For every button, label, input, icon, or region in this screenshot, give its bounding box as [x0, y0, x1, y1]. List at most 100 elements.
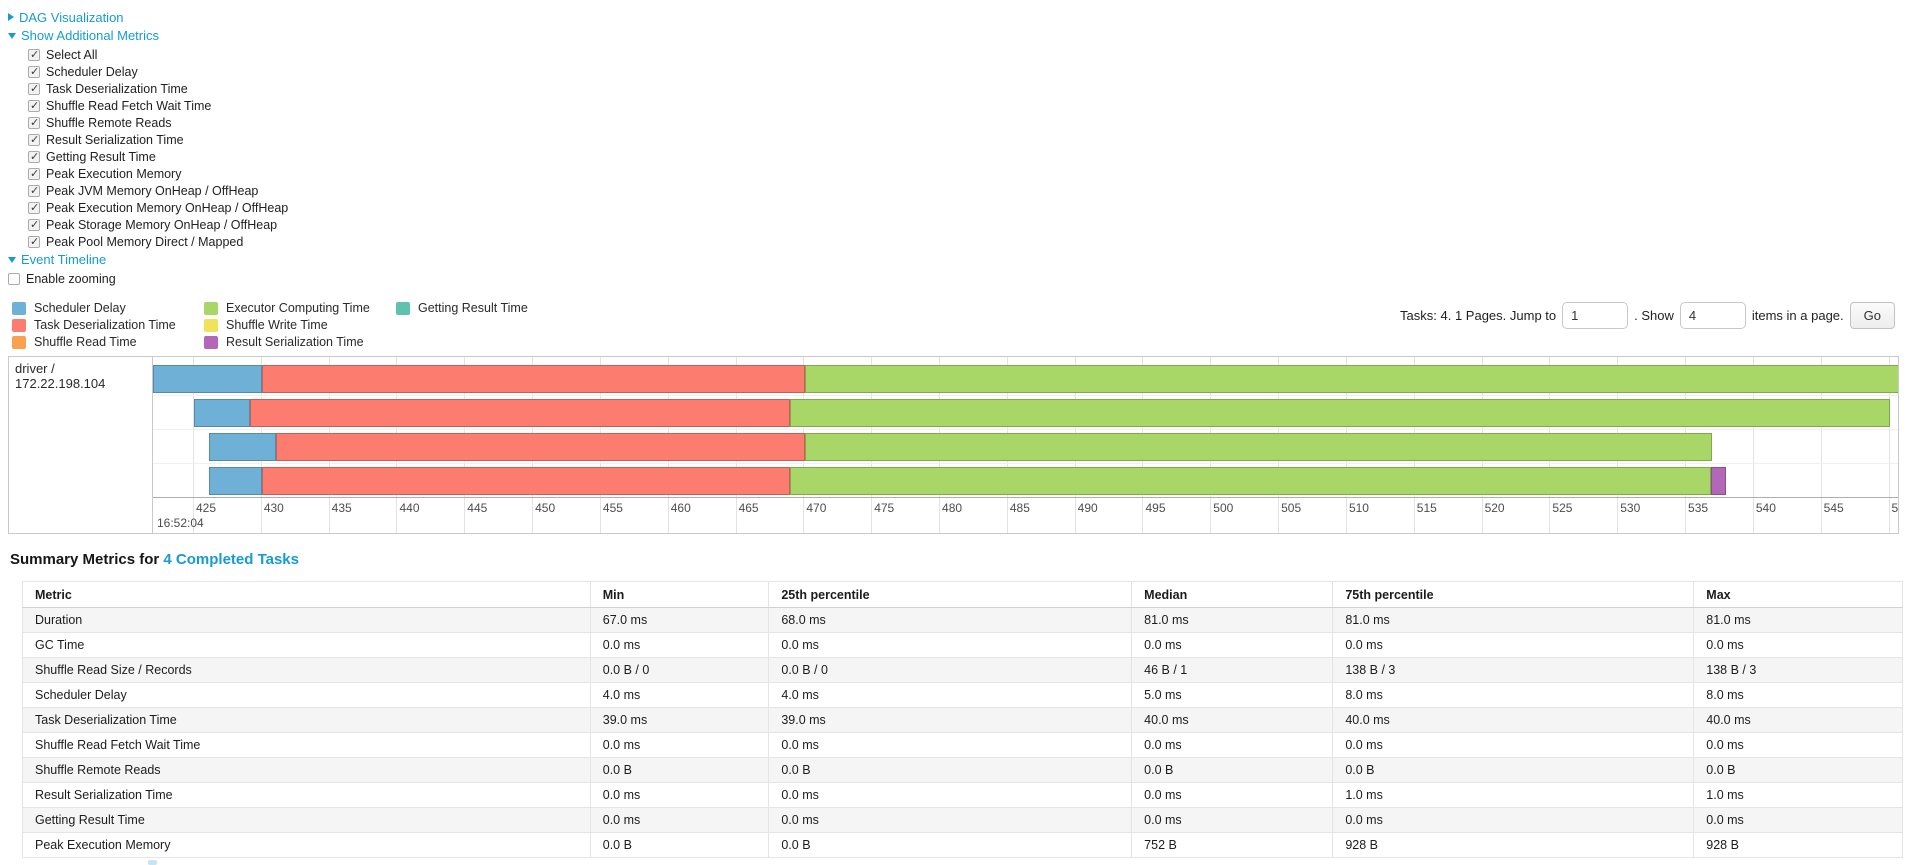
metric-value-cell: 5.0 ms	[1131, 682, 1334, 708]
metric-value-cell: 0.0 ms	[768, 807, 1133, 833]
metric-value-cell: 1.0 ms	[1332, 782, 1695, 808]
metric-name-cell: Peak Execution Memory	[22, 832, 591, 858]
go-button[interactable]: Go	[1849, 302, 1895, 329]
legend-and-pagination-row: Scheduler Delay Task Deserialization Time…	[12, 300, 1899, 350]
table-row: Task Deserialization Time 39.0 ms 39.0 ms 4…	[22, 707, 1903, 733]
metric-checkbox-label: Getting Result Time	[46, 149, 156, 164]
table-header-row: Metric Min 25th percentile Median 75th perce…	[22, 581, 1903, 608]
checkbox-icon[interactable]	[28, 235, 40, 248]
table-row: GC Time 0.0 ms 0.0 ms 0.0 ms 0.0 ms 0.0 ms	[22, 632, 1903, 658]
checkbox-icon[interactable]	[28, 184, 40, 197]
metric-checkbox-label: Peak Execution Memory	[46, 166, 182, 181]
completed-tasks-link[interactable]: 4 Completed Tasks	[163, 551, 299, 568]
event-timeline-link[interactable]: Event Timeline	[21, 251, 107, 267]
metric-value-cell: 0.0 B	[589, 832, 770, 858]
metric-name-cell: Shuffle Remote Reads	[22, 757, 591, 783]
metric-checkbox-item[interactable]: Peak Pool Memory Direct / Mapped	[28, 233, 1899, 250]
task-segment-task_deserialization[interactable]	[262, 365, 805, 393]
x-axis-tick: 535	[1688, 501, 1709, 515]
x-axis-tick: 525	[1552, 501, 1573, 515]
timeline-plot-area: 425 430 435 440 445 450 455 460 465 470 475 480 485 4…	[9, 357, 1898, 533]
task-segment-task_deserialization[interactable]	[249, 399, 790, 427]
metric-checkbox-item[interactable]: Peak Execution Memory OnHeap / OffHeap	[28, 199, 1899, 216]
x-axis-tick: 435	[331, 501, 352, 515]
metric-checkbox-item[interactable]: Getting Result Time	[28, 148, 1899, 165]
checkbox-icon[interactable]	[28, 116, 40, 129]
metric-value-cell: 1.0 ms	[1693, 782, 1903, 808]
event-timeline-chart: driver / 172.22.198.104 425 430 435 440 445 4…	[8, 356, 1899, 534]
show-additional-metrics-link[interactable]: Show Additional Metrics	[21, 27, 160, 43]
timeline-legend: Scheduler Delay Task Deserialization Time…	[12, 300, 568, 350]
checkbox-icon[interactable]	[28, 150, 40, 163]
dag-visualization-toggle[interactable]: DAG Visualization	[8, 8, 1899, 26]
task-segment-result_serialization[interactable]	[1710, 467, 1726, 495]
task-segment-scheduler_delay[interactable]	[153, 365, 263, 393]
checkbox-icon[interactable]	[28, 48, 40, 61]
metric-checkbox-label: Shuffle Read Fetch Wait Time	[46, 98, 212, 113]
task-segment-scheduler_delay[interactable]	[209, 433, 276, 461]
legend-swatch-scheduler_delay	[12, 301, 26, 315]
task-segment-task_deserialization[interactable]	[262, 467, 790, 495]
x-axis-tick: 430	[263, 501, 284, 515]
gridline	[1820, 357, 1822, 533]
task-pagination: Tasks: 4. 1 Pages. Jump to . Show items …	[1400, 302, 1899, 329]
show-additional-metrics-toggle[interactable]: Show Additional Metrics	[8, 26, 1899, 44]
task-segment-executor_computing[interactable]	[789, 399, 1890, 427]
metric-value-cell: 928 B	[1332, 832, 1695, 858]
metric-checkbox-label: Peak JVM Memory OnHeap / OffHeap	[46, 183, 259, 198]
checkbox-icon[interactable]	[8, 273, 20, 285]
metric-value-cell: 0.0 ms	[589, 632, 770, 658]
metric-checkbox-item[interactable]: Peak Execution Memory	[28, 165, 1899, 182]
task-segment-scheduler_delay[interactable]	[209, 467, 263, 495]
metric-value-cell: 0.0 ms	[1693, 732, 1903, 758]
task-segment-executor_computing[interactable]	[804, 433, 1713, 461]
metric-checkbox-item[interactable]: Select All	[28, 46, 1899, 63]
enable-zooming-checkbox[interactable]: Enable zooming	[8, 270, 1899, 288]
table-header-cell: Max	[1693, 581, 1903, 608]
x-axis-tick: 480	[942, 501, 963, 515]
metric-value-cell: 40.0 ms	[1693, 707, 1903, 733]
executor-label: driver / 172.22.198.104	[9, 357, 153, 533]
checkbox-icon[interactable]	[28, 99, 40, 112]
task-segment-task_deserialization[interactable]	[275, 433, 805, 461]
table-header-cell: 25th percentile	[768, 581, 1133, 608]
checkbox-icon[interactable]	[28, 201, 40, 214]
pagination-prefix-text: Tasks: 4. 1 Pages. Jump to	[1400, 308, 1557, 323]
metric-checkbox-label: Scheduler Delay	[46, 64, 138, 79]
metric-value-cell: 0.0 B	[589, 757, 770, 783]
table-row: Result Serialization Time 0.0 ms 0.0 ms 0.0…	[22, 782, 1903, 808]
metric-checkbox-item[interactable]: Peak JVM Memory OnHeap / OffHeap	[28, 182, 1899, 199]
metric-checkbox-item[interactable]: Peak Storage Memory OnHeap / OffHeap	[28, 216, 1899, 233]
metric-value-cell: 0.0 ms	[1131, 807, 1334, 833]
metric-name-cell: Shuffle Read Fetch Wait Time	[22, 732, 591, 758]
x-axis-tick: 465	[738, 501, 759, 515]
checkbox-icon[interactable]	[28, 82, 40, 95]
legend-label: Scheduler Delay	[34, 301, 126, 315]
x-axis-tick: 425	[196, 501, 217, 515]
metric-checkbox-item[interactable]: Task Deserialization Time	[28, 80, 1899, 97]
task-segment-executor_computing[interactable]	[804, 365, 1898, 393]
legend-item: Shuffle Write Time	[204, 317, 376, 333]
x-axis-tick: 460	[670, 501, 691, 515]
dag-visualization-link[interactable]: DAG Visualization	[19, 9, 124, 25]
metric-checkbox-item[interactable]: Shuffle Remote Reads	[28, 114, 1899, 131]
checkbox-icon[interactable]	[28, 167, 40, 180]
event-timeline-toggle[interactable]: Event Timeline	[8, 250, 1899, 268]
metric-checkbox-label: Peak Execution Memory OnHeap / OffHeap	[46, 200, 289, 215]
metric-checkbox-item[interactable]: Result Serialization Time	[28, 131, 1899, 148]
task-segment-scheduler_delay[interactable]	[194, 399, 250, 427]
chevron-down-icon	[8, 33, 16, 39]
metric-name-cell: Scheduler Delay	[22, 682, 591, 708]
x-axis-tick: 515	[1416, 501, 1437, 515]
metric-checkbox-item[interactable]: Scheduler Delay	[28, 63, 1899, 80]
jump-to-page-input[interactable]	[1562, 302, 1629, 329]
task-segment-executor_computing[interactable]	[789, 467, 1711, 495]
metric-checkbox-item[interactable]: Shuffle Read Fetch Wait Time	[28, 97, 1899, 114]
checkbox-icon[interactable]	[28, 133, 40, 146]
items-per-page-input[interactable]	[1679, 302, 1746, 329]
summary-metrics-table: Metric Min 25th percentile Median 75th perce…	[22, 581, 1903, 858]
x-axis-tick: 485	[1009, 501, 1030, 515]
checkbox-icon[interactable]	[28, 218, 40, 231]
checkbox-icon[interactable]	[28, 65, 40, 78]
metric-value-cell: 138 B / 3	[1332, 657, 1695, 683]
